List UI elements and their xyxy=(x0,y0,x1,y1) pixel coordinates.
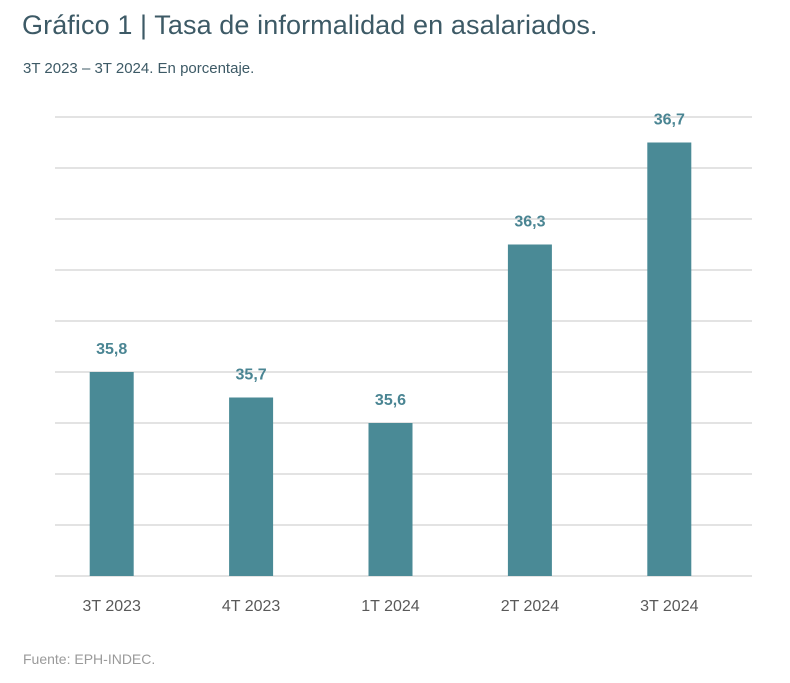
x-tick-label: 3T 2023 xyxy=(82,598,141,615)
value-label: 36,3 xyxy=(514,214,545,231)
chart-title: Gráfico 1 | Tasa de informalidad en asal… xyxy=(22,10,598,40)
bar-3t-2024 xyxy=(647,142,692,576)
bars xyxy=(89,142,692,576)
source-note: Fuente: EPH-INDEC. xyxy=(23,651,156,667)
value-labels: 35,8 35,7 35,6 36,3 36,7 xyxy=(96,112,685,410)
chart-subtitle: 3T 2023 – 3T 2024. En porcentaje. xyxy=(23,60,255,77)
value-label: 35,7 xyxy=(236,367,267,384)
x-axis-labels: 3T 2023 4T 2023 1T 2024 2T 2024 3T 2024 xyxy=(82,598,698,615)
bar-3t-2023 xyxy=(89,372,134,576)
x-tick-label: 1T 2024 xyxy=(361,598,420,615)
bar-4t-2023 xyxy=(229,397,274,576)
x-tick-label: 4T 2023 xyxy=(222,598,281,615)
bar-2t-2024 xyxy=(507,244,552,576)
value-label: 35,8 xyxy=(96,341,127,358)
bar-1t-2024 xyxy=(368,423,413,576)
x-tick-label: 2T 2024 xyxy=(501,598,560,615)
value-label: 35,6 xyxy=(375,392,406,409)
x-tick-label: 3T 2024 xyxy=(640,598,699,615)
value-label: 36,7 xyxy=(654,112,685,129)
